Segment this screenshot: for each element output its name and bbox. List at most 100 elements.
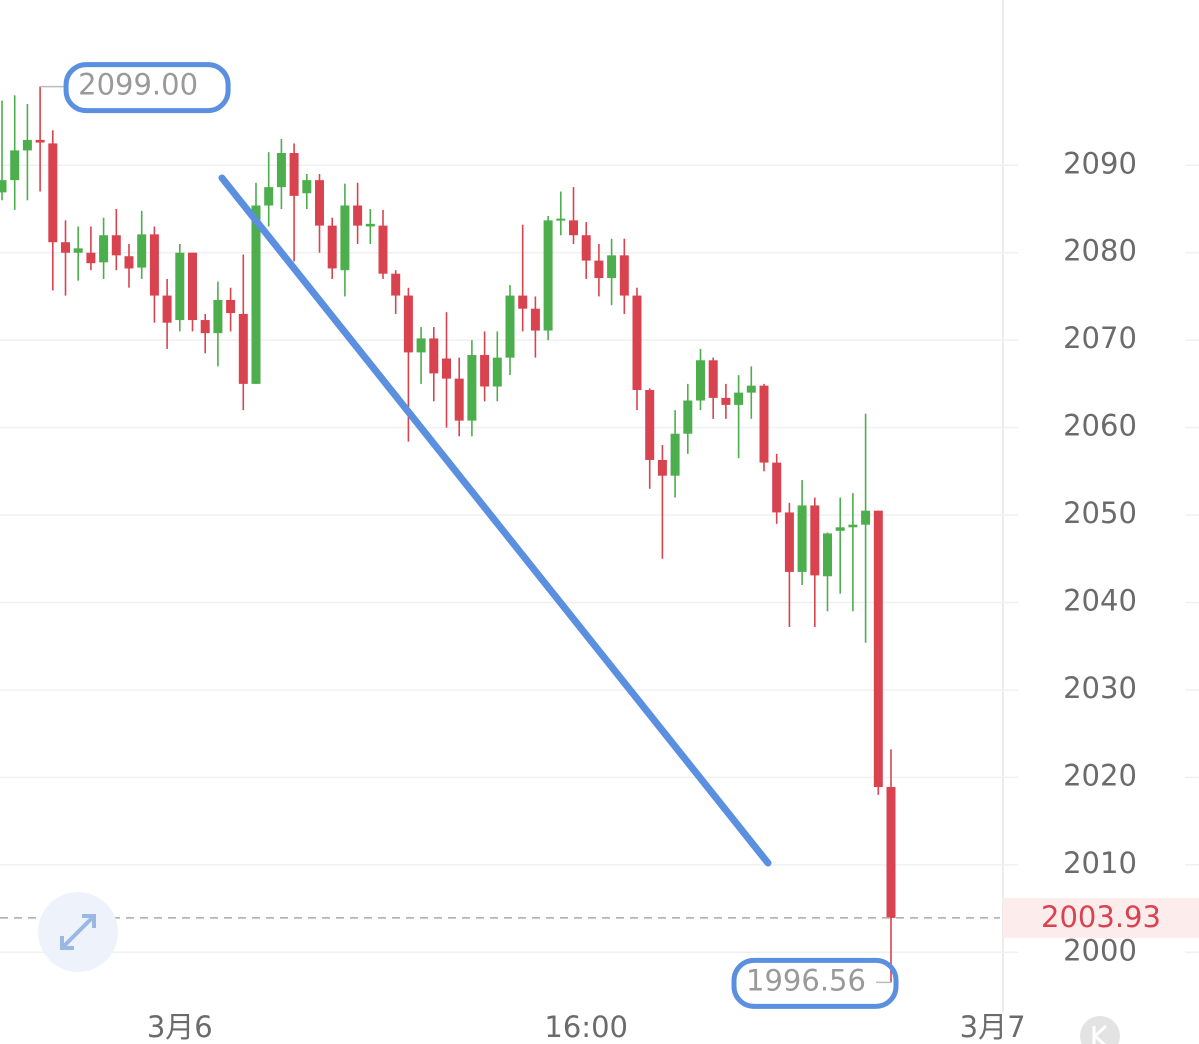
candle-body	[670, 433, 680, 476]
candle-body	[111, 235, 121, 256]
candle-body	[810, 505, 820, 576]
candle-body	[22, 139, 32, 151]
candle-body	[149, 234, 159, 296]
y-tick-label: 2030	[1063, 671, 1137, 705]
candle-body	[467, 355, 477, 421]
candle-body	[784, 512, 794, 572]
candle-body	[683, 400, 693, 434]
candle-body	[873, 510, 883, 788]
candle-body	[200, 320, 210, 334]
candle-body	[226, 299, 236, 314]
candle-body	[886, 787, 896, 918]
overlay: 2003.93 2099.00 1996.56	[0, 62, 1199, 1009]
candle-body	[657, 459, 667, 476]
candle-body	[61, 242, 70, 253]
candle-body	[480, 355, 490, 387]
candle-body	[429, 338, 439, 374]
candle-body	[442, 358, 451, 379]
x-tick-label: 3月6	[147, 1010, 213, 1044]
candle-body	[276, 153, 286, 188]
y-tick-label: 2040	[1063, 584, 1137, 618]
candle-body	[162, 295, 172, 323]
candle-body	[734, 392, 744, 405]
candle-body	[556, 218, 566, 221]
trend-line	[218, 174, 772, 867]
candle-body	[835, 527, 845, 531]
candle-body	[86, 252, 96, 264]
candle-body	[696, 360, 705, 401]
k-button[interactable]	[1080, 1016, 1120, 1044]
candle-body	[594, 260, 604, 279]
annotation-highlight	[731, 957, 899, 1009]
candle-body	[188, 252, 197, 321]
candle-body	[327, 225, 337, 269]
y-tick-label: 2050	[1063, 496, 1137, 530]
candle-body	[632, 295, 642, 391]
candle-body	[353, 205, 363, 226]
candle-body	[289, 153, 299, 196]
candle-body	[48, 143, 58, 243]
x-tick-label: 16:00	[544, 1010, 628, 1044]
candles	[0, 86, 896, 983]
candle-body	[213, 299, 223, 334]
annotation-label: 2099.00	[78, 68, 198, 102]
candle-body	[746, 385, 756, 393]
y-tick-label: 2010	[1063, 846, 1137, 880]
candle-body	[569, 220, 578, 236]
candle-body	[315, 180, 324, 226]
candle-body	[492, 357, 502, 387]
candle-body	[365, 223, 375, 227]
candle-body	[403, 295, 413, 353]
candle-body	[797, 505, 807, 572]
annotation-highlight	[63, 62, 231, 114]
candle-body	[530, 308, 540, 331]
last-price-box	[1003, 897, 1199, 938]
y-tick-label: 2090	[1063, 146, 1137, 180]
candle-body	[391, 273, 401, 296]
candle-body	[238, 313, 248, 384]
candle-body	[264, 187, 274, 206]
last-price-label: 2003.93	[1041, 900, 1161, 934]
candle-body	[518, 295, 528, 309]
candle-body	[505, 295, 515, 358]
candle-body	[137, 234, 147, 268]
candle-body	[416, 338, 426, 353]
candle-body	[772, 462, 782, 513]
k-icon	[1092, 1024, 1108, 1044]
grid: 2000 2010 2020 2030 2040 2050 2060 2070 2080 2090…	[0, 146, 1199, 1044]
candle-body	[175, 252, 185, 321]
candle-body	[581, 235, 591, 261]
candle-body	[759, 385, 769, 463]
annotation-label: 1996.56	[746, 963, 866, 997]
candle-body	[340, 205, 350, 271]
y-tick-label: 2070	[1063, 321, 1137, 355]
expand-icon	[60, 914, 96, 950]
candle-body	[848, 524, 858, 528]
candle-body	[454, 378, 464, 421]
candle-body	[378, 225, 388, 274]
candle-body	[35, 139, 45, 143]
y-tick-label: 2060	[1063, 409, 1137, 443]
candle-body	[543, 220, 553, 331]
candle-body	[73, 248, 83, 253]
y-tick-label: 2080	[1063, 234, 1137, 268]
candle-body	[619, 255, 629, 296]
candle-body	[607, 255, 617, 279]
candle-body	[251, 205, 261, 384]
candle-body	[99, 235, 109, 263]
candle-body	[0, 180, 7, 193]
candle-body	[721, 397, 731, 405]
candle-body	[823, 533, 832, 577]
y-tick-label: 2020	[1063, 758, 1137, 792]
candle-body	[645, 390, 655, 460]
x-tick-label: 3月7	[960, 1010, 1026, 1044]
y-tick-label: 2000	[1063, 933, 1137, 967]
candle-body	[302, 180, 312, 194]
candle-body	[10, 150, 20, 181]
candle-body	[861, 510, 871, 525]
candle-body	[124, 256, 134, 269]
expand-button[interactable]	[38, 892, 118, 972]
candle-body	[708, 360, 718, 398]
